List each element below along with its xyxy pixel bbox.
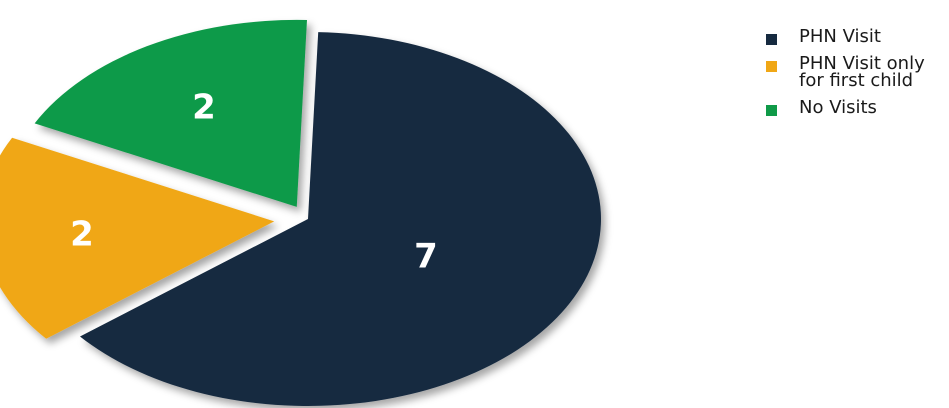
legend-swatch: [766, 105, 777, 116]
pie-slices: [0, 19, 601, 406]
slice-value-label: 7: [414, 237, 438, 277]
legend-label: PHN Visit only for first child: [799, 53, 925, 91]
legend-item: No Visits: [766, 97, 949, 118]
slice-labels: 7 2 2: [70, 87, 438, 276]
pie-slice-2: [0, 137, 275, 339]
legend-item: PHN Visit only for first child: [766, 53, 949, 91]
pie-slice-3: [34, 19, 307, 207]
pie-slice-1: [80, 32, 601, 406]
chart-legend: PHN Visit PHN Visit only for first child N…: [766, 28, 949, 126]
legend-swatch: [766, 61, 777, 72]
legend-label: No Visits: [799, 97, 877, 118]
legend-item: PHN Visit: [766, 26, 949, 47]
slice-value-label: 2: [192, 87, 216, 127]
slice-value-label: 2: [70, 215, 94, 255]
legend-swatch: [766, 34, 777, 45]
legend-label: PHN Visit: [799, 26, 881, 47]
